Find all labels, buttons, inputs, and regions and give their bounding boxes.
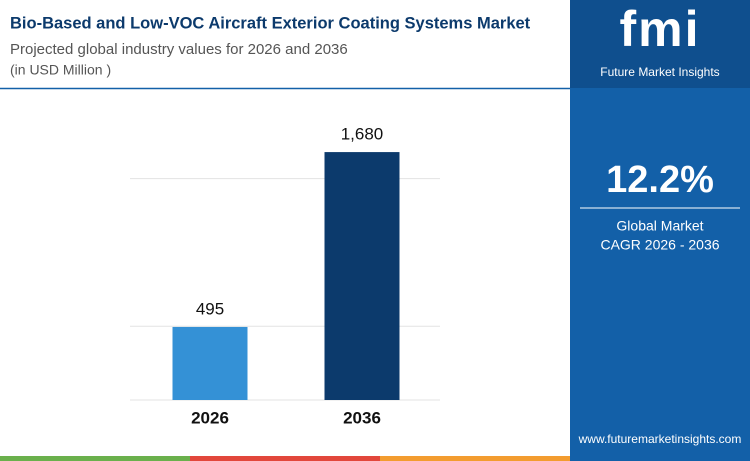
x-tick-label: 2036 bbox=[343, 408, 381, 427]
x-tick-label: 2026 bbox=[191, 408, 229, 427]
unit-note: (in USD Million ) bbox=[10, 62, 111, 78]
chart-title: Bio-Based and Low-VOC Aircraft Exterior … bbox=[10, 14, 531, 32]
cagr-label: CAGR 2026 - 2036 bbox=[600, 237, 719, 253]
cagr-value: 12.2% bbox=[606, 159, 714, 201]
brand-name: Future Market Insights bbox=[600, 65, 719, 79]
bar bbox=[172, 326, 248, 400]
data-label: 495 bbox=[196, 299, 224, 318]
footer-strip bbox=[0, 456, 190, 461]
chart-subtitle: Projected global industry values for 202… bbox=[10, 41, 348, 58]
logo-area bbox=[570, 0, 750, 88]
cagr-label: Global Market bbox=[616, 218, 703, 234]
footer-strip bbox=[380, 456, 570, 461]
footer-strip bbox=[190, 456, 380, 461]
data-label: 1,680 bbox=[341, 125, 384, 144]
website: www.futuremarketinsights.com bbox=[578, 432, 742, 446]
logo: fmi bbox=[620, 1, 701, 57]
bar bbox=[324, 152, 400, 400]
